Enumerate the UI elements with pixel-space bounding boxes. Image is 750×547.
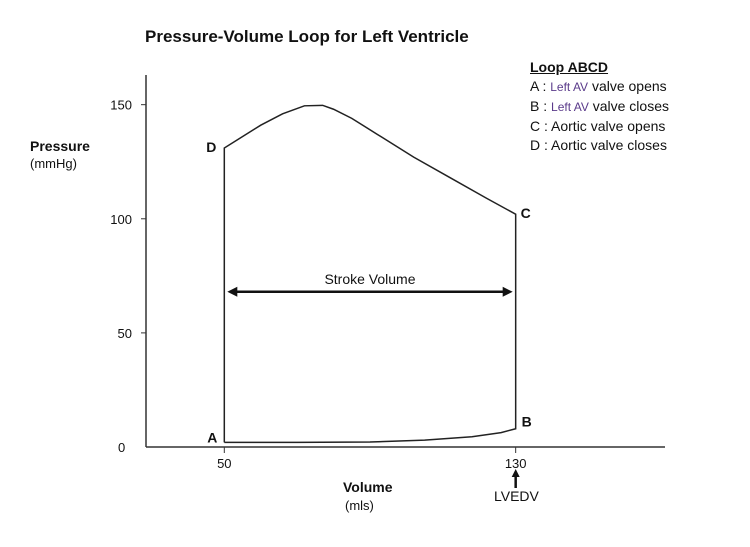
legend-item-a: A : Left AV valve opens xyxy=(530,77,669,97)
legend-key: A : xyxy=(530,78,547,94)
up-arrow-icon xyxy=(511,469,520,477)
point-label-a: A xyxy=(207,429,217,445)
legend-key: C : xyxy=(530,118,548,134)
x-axis-unit: (mls) xyxy=(345,498,374,513)
stroke-volume-label: Stroke Volume xyxy=(324,271,415,287)
arrow-head-left-icon xyxy=(227,286,238,297)
y-axis-label: Pressure xyxy=(30,138,90,154)
y-tick-label: 100 xyxy=(110,212,132,227)
legend-colored: Left AV xyxy=(551,100,589,114)
y-tick-label: 150 xyxy=(110,98,132,113)
legend-item-d: D : Aortic valve closes xyxy=(530,136,669,155)
y-tick-label: 0 xyxy=(118,440,125,455)
legend-item-c: C : Aortic valve opens xyxy=(530,117,669,136)
legend-text: valve opens xyxy=(591,78,667,94)
legend-key: D : xyxy=(530,137,548,153)
point-label-c: C xyxy=(521,205,531,221)
legend-key: B : xyxy=(530,98,548,114)
x-axis-label: Volume xyxy=(343,479,393,495)
lvedv-label: LVEDV xyxy=(494,488,539,504)
pv-loop-line xyxy=(223,104,517,444)
y-tick-label: 50 xyxy=(118,326,132,341)
x-tick-label: 50 xyxy=(217,456,231,471)
legend-colored: Left AV xyxy=(550,80,589,94)
legend-heading: Loop ABCD xyxy=(530,59,609,75)
x-tick-label: 130 xyxy=(505,456,527,471)
legend-text: Aortic valve closes xyxy=(551,137,667,153)
arrow-head-right-icon xyxy=(502,286,513,297)
legend-text: valve closes xyxy=(592,98,669,114)
point-label-d: D xyxy=(206,139,216,155)
legend-text: Aortic valve opens xyxy=(551,118,666,134)
chart-title: Pressure-Volume Loop for Left Ventricle xyxy=(145,27,469,46)
y-axis-unit: (mmHg) xyxy=(30,156,77,171)
point-label-b: B xyxy=(522,414,532,430)
legend-item-b: B : Left AV valve closes xyxy=(530,97,669,117)
legend: Loop ABCD A : Left AV valve opens B : Le… xyxy=(530,58,669,155)
